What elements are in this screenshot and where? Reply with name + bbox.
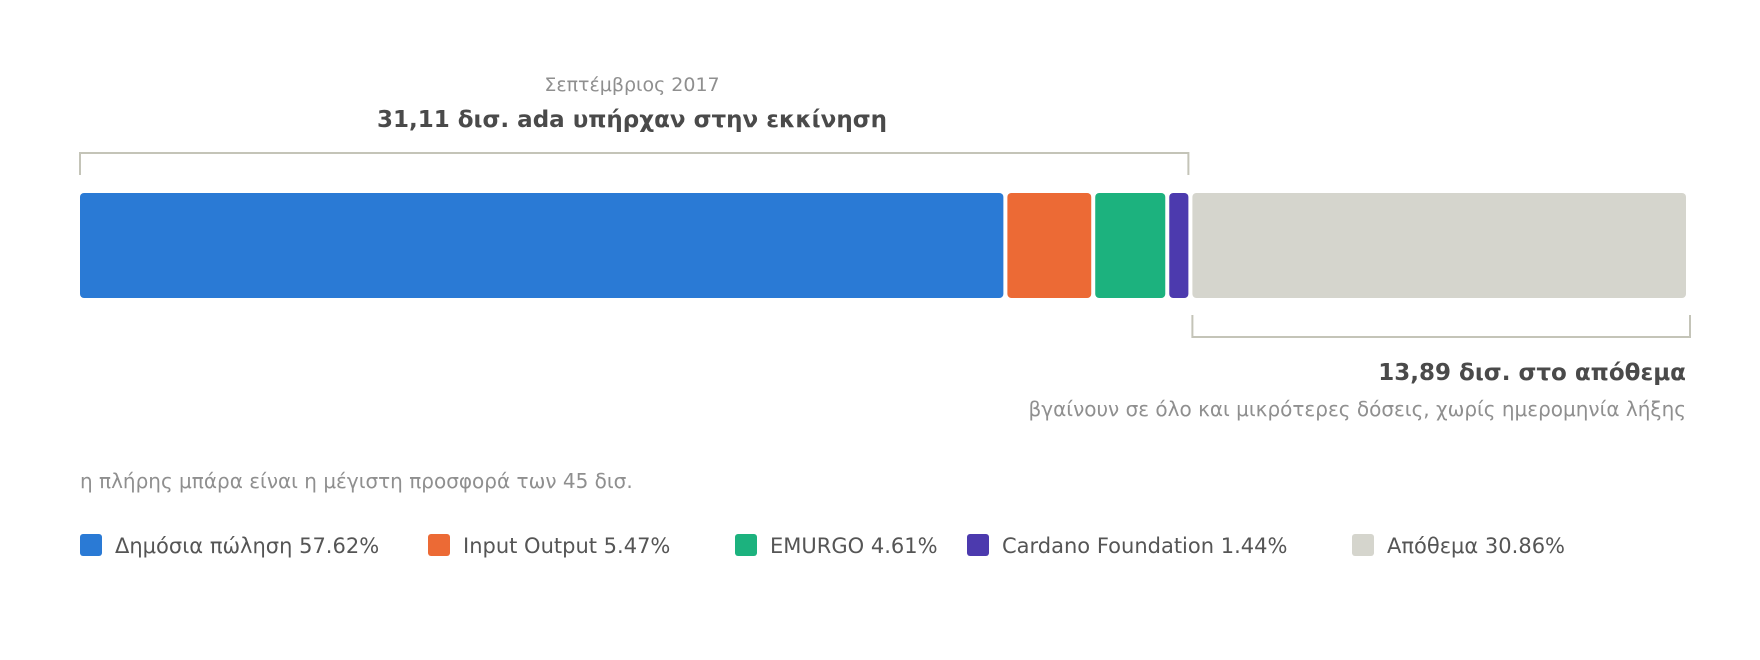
bar-segment-input-output <box>1007 193 1092 298</box>
legend-label: Cardano Foundation 1.44% <box>1002 534 1287 558</box>
bar-segment-απόθεμα <box>1192 193 1686 298</box>
legend-item: EMURGO 4.61% <box>735 534 938 558</box>
legend-item: Απόθεμα 30.86% <box>1352 534 1565 558</box>
max-supply-note: η πλήρης μπάρα είναι η μέγιστη προσφορά … <box>80 469 633 493</box>
reserve-bracket <box>1191 315 1691 338</box>
stacked-bar <box>80 193 1686 298</box>
legend-label: Input Output 5.47% <box>463 534 670 558</box>
legend-swatch <box>735 534 757 556</box>
legend-label: EMURGO 4.61% <box>770 534 938 558</box>
legend-swatch <box>1352 534 1374 556</box>
legend-label: Απόθεμα 30.86% <box>1387 534 1565 558</box>
initial-supply-bracket <box>79 152 1190 175</box>
legend: Δημόσια πώληση 57.62% Input Output 5.47% E… <box>80 534 1565 558</box>
reserve-sublabel: βγαίνουν σε όλο και μικρότερες δόσεις, χ… <box>1029 397 1686 421</box>
bar-segment-cardano-foundation <box>1169 193 1189 298</box>
legend-swatch <box>428 534 450 556</box>
initial-date-label: Σεπτέμβριος 2017 <box>544 74 719 96</box>
legend-item: Cardano Foundation 1.44% <box>967 534 1287 558</box>
legend-swatch <box>80 534 102 556</box>
bar-segment-emurgo <box>1095 193 1166 298</box>
legend-swatch <box>967 534 989 556</box>
legend-item: Input Output 5.47% <box>428 534 670 558</box>
reserve-supply-label: 13,89 δισ. στο απόθεμα <box>1378 360 1686 386</box>
initial-supply-label: 31,11 δισ. ada υπήρχαν στην εκκίνηση <box>377 107 887 133</box>
bar-segment-δημόσια-πώληση <box>80 193 1004 298</box>
legend-item: Δημόσια πώληση 57.62% <box>80 534 379 558</box>
legend-label: Δημόσια πώληση 57.62% <box>115 534 379 558</box>
